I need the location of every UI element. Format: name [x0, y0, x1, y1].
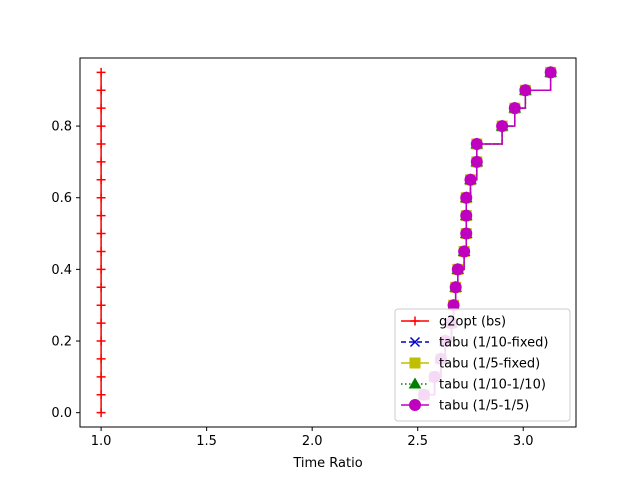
legend-item: tabu (1/5-1/5)	[401, 399, 529, 414]
data-point	[96, 336, 106, 346]
legend-label: tabu (1/10-1/10)	[439, 378, 546, 393]
x-axis: 1.0 1.5 2.0 2.5 3.0	[91, 427, 534, 449]
data-point	[96, 67, 106, 77]
data-point	[458, 245, 471, 258]
legend-marker	[409, 357, 421, 369]
legend-frame	[394, 308, 571, 422]
legend-label: g2opt (bs)	[439, 315, 506, 330]
data-point	[96, 318, 106, 328]
y-tick-label: 0.0	[51, 406, 72, 421]
data-point	[519, 84, 532, 97]
x-axis-label: Time Ratio	[292, 456, 362, 471]
data-point	[96, 300, 106, 310]
data-point	[96, 211, 106, 221]
legend-marker	[409, 336, 421, 348]
x-tick-label: 1.0	[91, 434, 112, 449]
data-point	[96, 157, 106, 167]
legend-label: tabu (1/10-fixed)	[439, 336, 548, 351]
data-point	[96, 246, 106, 256]
data-point	[460, 191, 473, 204]
data-point	[470, 155, 483, 168]
data-point	[464, 173, 477, 186]
legend-label: tabu (1/5-fixed)	[439, 357, 540, 372]
legend: g2opt (bs) tabu (1/10-fixed) tabu (1/5-fix…	[394, 308, 571, 422]
data-point	[96, 390, 106, 400]
data-point	[451, 263, 464, 276]
data-point	[96, 193, 106, 203]
data-point	[496, 120, 509, 133]
y-tick-label: 0.6	[51, 191, 72, 206]
data-point	[96, 85, 106, 95]
data-point	[460, 227, 473, 240]
legend-marker	[408, 377, 422, 389]
x-tick-label: 1.5	[196, 434, 217, 449]
data-point	[96, 372, 106, 382]
data-point	[449, 281, 462, 294]
data-point	[96, 282, 106, 292]
legend-item: tabu (1/10-fixed)	[401, 336, 548, 351]
data-point	[96, 175, 106, 185]
data-point	[96, 121, 106, 131]
y-tick-label: 0.8	[51, 120, 72, 135]
y-axis: 0.0 0.2 0.4 0.6 0.8	[51, 120, 80, 421]
axes-frame	[79, 57, 577, 428]
x-tick-label: 3.0	[513, 434, 534, 449]
data-point	[96, 264, 106, 274]
data-point	[96, 103, 106, 113]
data-point	[96, 139, 106, 149]
legend-marker	[410, 316, 420, 326]
data-point	[470, 137, 483, 150]
data-point	[544, 66, 557, 79]
data-point	[96, 408, 106, 418]
data-point	[96, 354, 106, 364]
legend-label: tabu (1/5-1/5)	[439, 399, 529, 414]
data-point	[508, 102, 521, 115]
legend-marker	[409, 399, 421, 411]
legend-item: tabu (1/10-1/10)	[401, 378, 546, 393]
data-point	[460, 209, 473, 222]
y-tick-label: 0.4	[51, 263, 72, 278]
series-0	[96, 67, 106, 418]
y-tick-label: 0.2	[51, 335, 72, 350]
x-tick-label: 2.0	[302, 434, 323, 449]
legend-item: tabu (1/5-fixed)	[401, 357, 540, 372]
x-tick-label: 2.5	[407, 434, 428, 449]
data-point	[96, 229, 106, 239]
legend-item: g2opt (bs)	[401, 315, 506, 330]
